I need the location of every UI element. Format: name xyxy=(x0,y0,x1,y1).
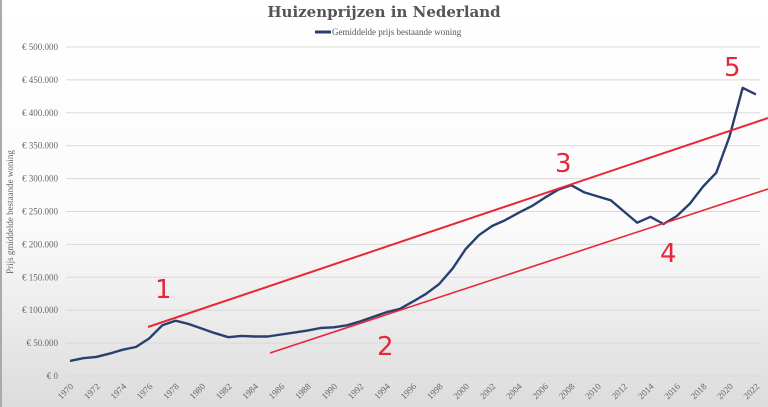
y-tick-label: € 250.000 xyxy=(22,207,59,217)
x-tick-label: 1988 xyxy=(293,381,313,401)
annotation-trendlines xyxy=(147,117,768,354)
x-tick-label: 1990 xyxy=(319,381,339,401)
y-tick-label: € 350.000 xyxy=(22,141,59,151)
y-tick-label: € 400.000 xyxy=(22,108,59,118)
x-tick-label: 1994 xyxy=(372,381,392,401)
y-tick-label: € 100.000 xyxy=(22,305,59,315)
x-tick-label: 2000 xyxy=(451,381,471,401)
x-tick-label: 2022 xyxy=(741,381,761,401)
legend: Gemiddelde prijs bestaande woning xyxy=(315,27,462,37)
annotation-2: 2 xyxy=(377,332,394,362)
y-tick-label: € 200.000 xyxy=(22,239,59,249)
x-tick-label: 1992 xyxy=(346,381,366,401)
x-tick-label: 2014 xyxy=(636,381,656,401)
legend-label: Gemiddelde prijs bestaande woning xyxy=(332,27,462,37)
x-tick-label: 1980 xyxy=(188,381,208,401)
x-tick-label: 1970 xyxy=(56,381,76,401)
trendline-upper xyxy=(147,117,768,328)
x-tick-label: 1986 xyxy=(267,381,287,401)
x-tick-label: 1982 xyxy=(214,381,234,401)
x-tick-label: 2010 xyxy=(583,381,603,401)
annotation-3: 3 xyxy=(555,149,572,179)
annotation-4: 4 xyxy=(660,239,677,269)
x-tick-label: 2018 xyxy=(689,381,709,401)
x-tick-label: 2002 xyxy=(478,381,498,401)
x-tick-label: 2004 xyxy=(504,381,524,401)
series-line-gemiddelde-prijs xyxy=(69,86,757,363)
x-tick-label: 2008 xyxy=(557,381,577,401)
x-tick-label: 1996 xyxy=(399,381,419,401)
x-tick-label: 2006 xyxy=(530,381,550,401)
x-tick-label: 1998 xyxy=(425,381,445,401)
x-tick-label: 1972 xyxy=(82,381,102,401)
y-axis-label: Prijs gmiddelde bestaande woning xyxy=(5,150,15,274)
annotation-5: 5 xyxy=(724,53,741,83)
chart-title: Huizenprijzen in Nederland xyxy=(267,3,501,21)
y-tick-label: € 150.000 xyxy=(22,272,59,282)
x-tick-label: 2016 xyxy=(662,381,682,401)
x-tick-label: 2012 xyxy=(610,381,630,401)
x-tick-label: 2020 xyxy=(715,381,735,401)
window-edge xyxy=(0,0,2,407)
x-tick-label: 1974 xyxy=(108,381,128,401)
annotation-1: 1 xyxy=(155,275,172,305)
x-tick-label: 1978 xyxy=(161,381,181,401)
y-tick-label: € 0 xyxy=(47,371,59,381)
annotation-numbers: 1 2 3 4 5 xyxy=(155,53,741,362)
y-tick-label: € 500.000 xyxy=(22,42,59,52)
y-tick-label: € 300.000 xyxy=(22,174,59,184)
trendline-lower xyxy=(269,188,768,354)
y-tick-label: € 450.000 xyxy=(22,75,59,85)
x-tick-label: 1984 xyxy=(240,381,260,401)
y-tick-label: € 50.000 xyxy=(27,338,59,348)
x-tick-label: 1976 xyxy=(135,381,155,401)
